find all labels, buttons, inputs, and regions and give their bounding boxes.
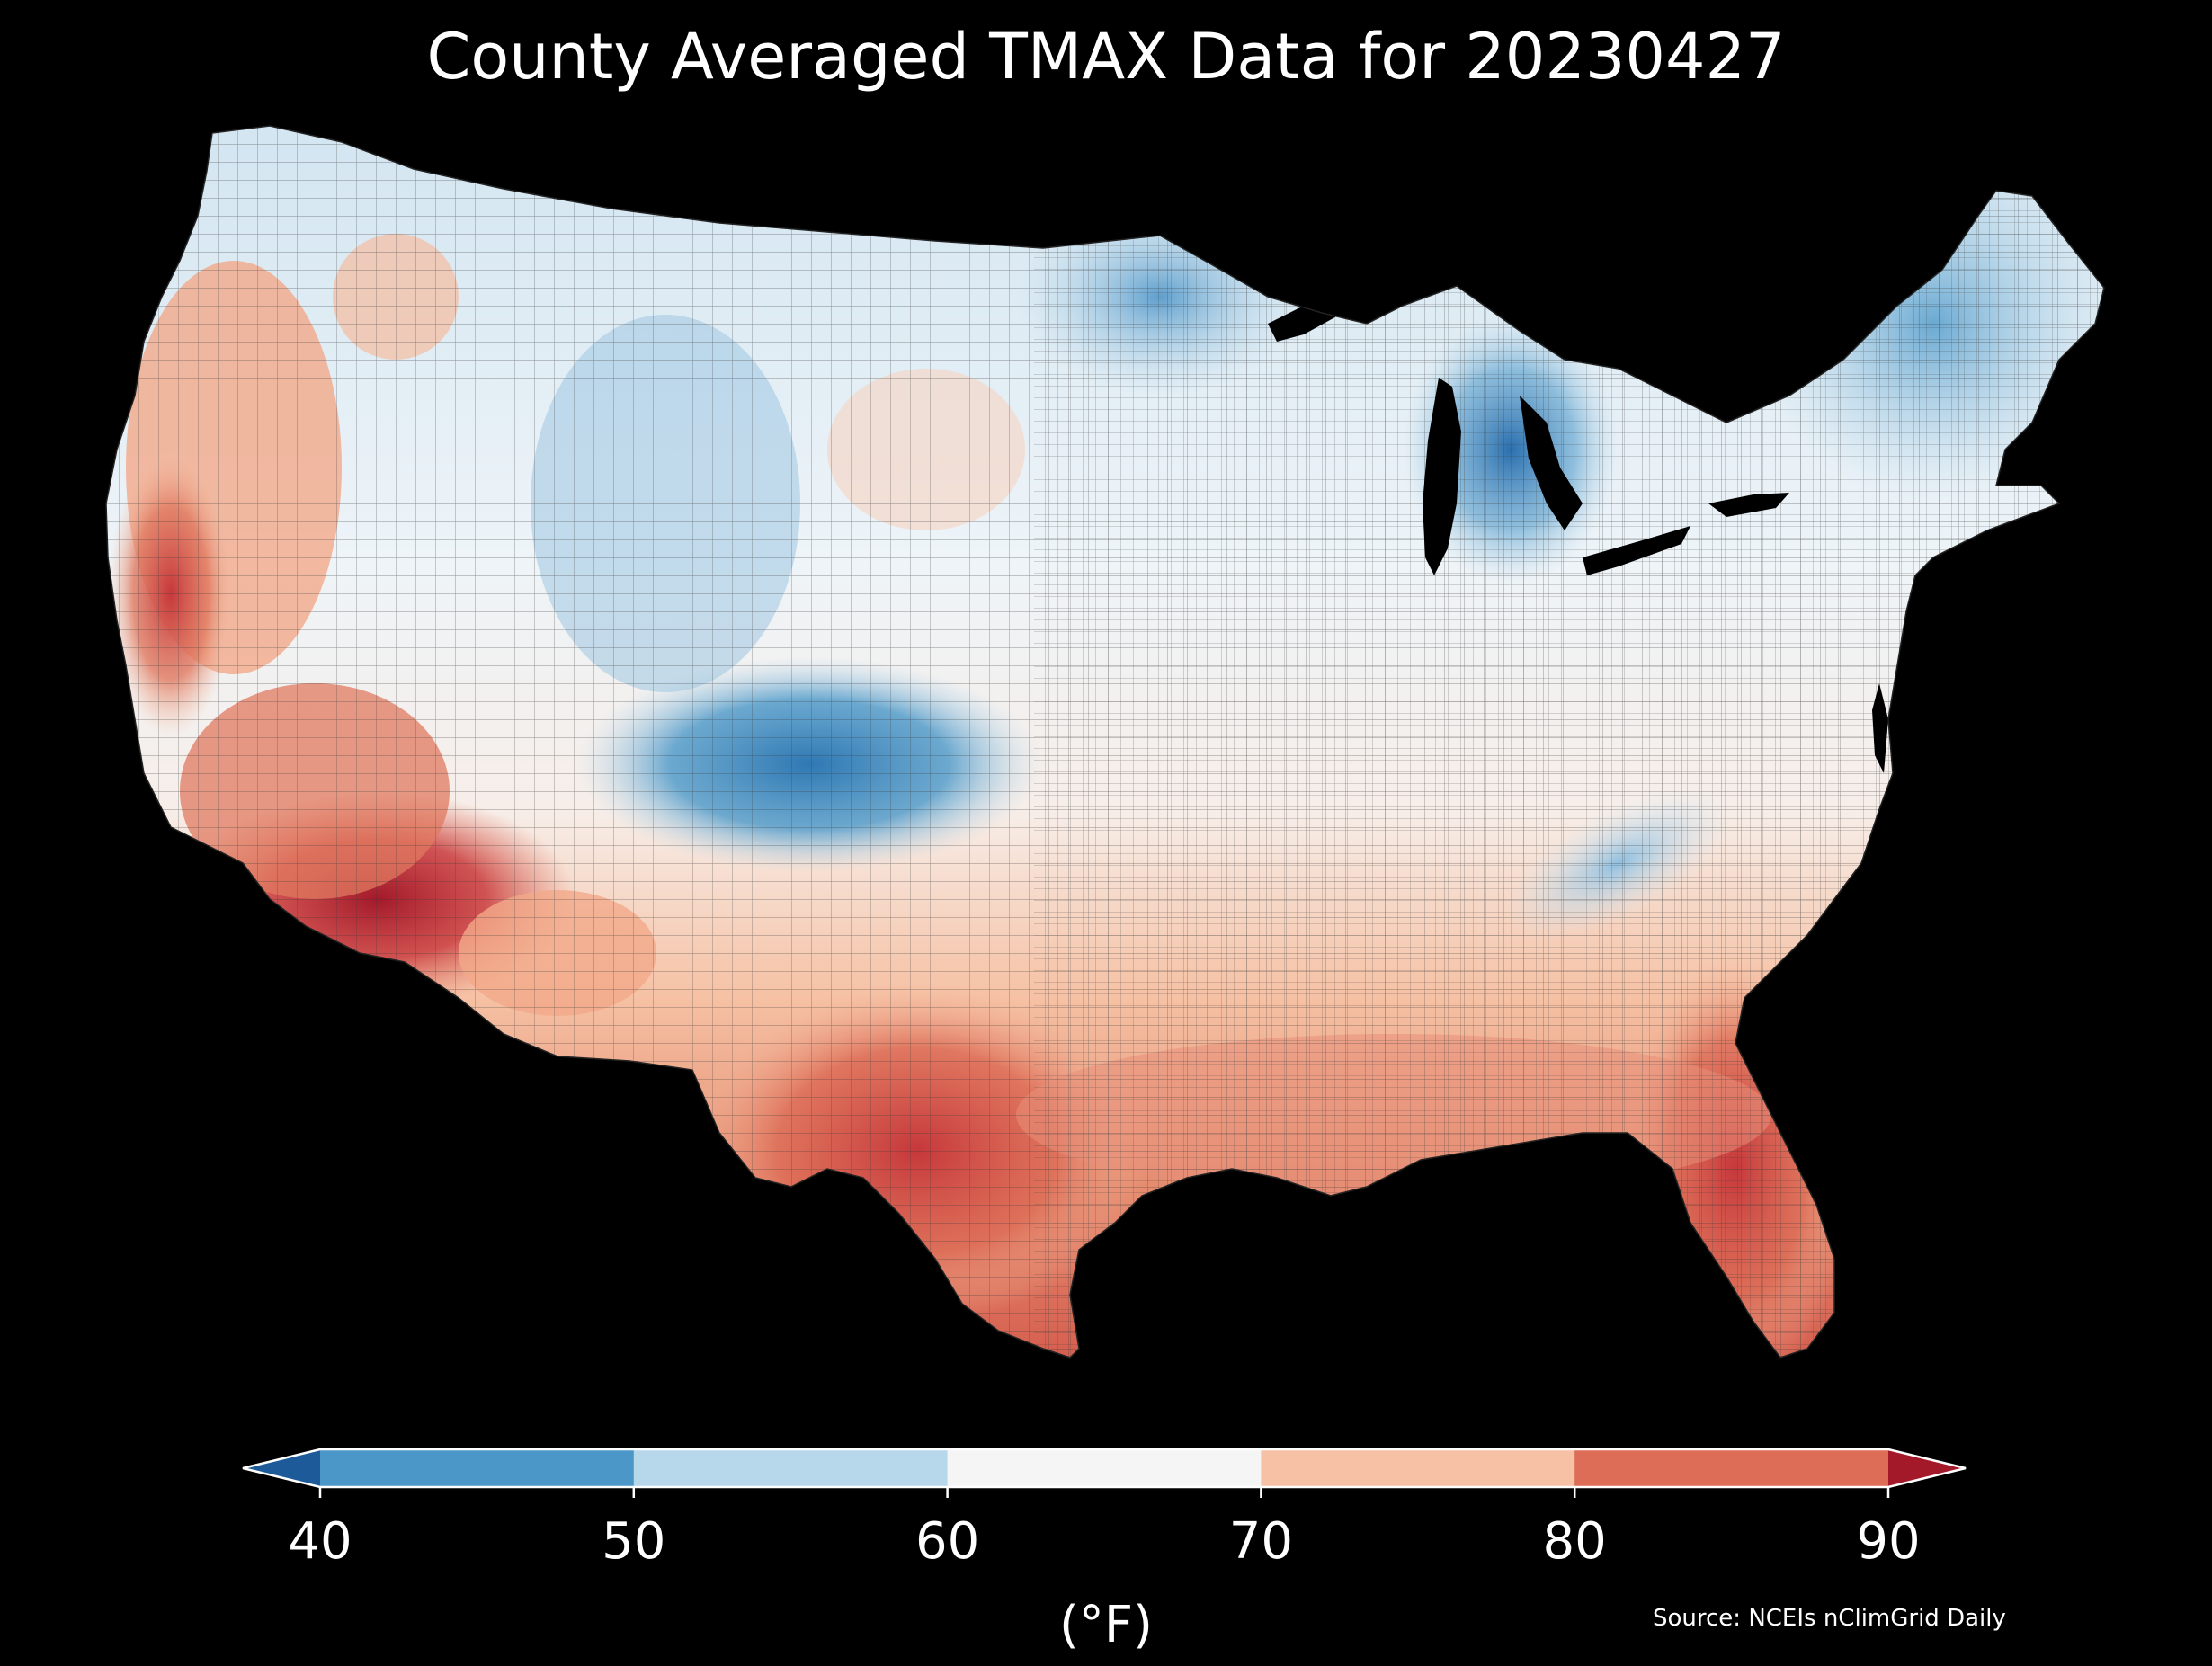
lake-superior [1268,288,1385,342]
chesapeake-bay [1872,683,1888,773]
great-lakes [1268,288,1888,773]
map-fill-group [106,126,2104,1358]
colorbar-tick-label: 90 [1856,1512,1921,1571]
source-note: Source: NCEIs nClimGrid Daily [1653,1605,2006,1632]
us-outline [105,125,2105,1359]
colorbar-tick-label: 80 [1542,1512,1607,1571]
lake-michigan [1423,378,1461,575]
colorbar-unit-label: (°F) [1059,1596,1153,1654]
colorbar-tick-label: 50 [602,1512,666,1571]
colorbar-tick-label: 60 [914,1512,980,1571]
colorbar-tick-label: 40 [288,1512,352,1571]
colorbar-tick-label: 70 [1228,1512,1294,1571]
lake-ontario [1708,493,1789,517]
lake-erie [1583,526,1690,575]
county-borders-east [1034,126,2104,1358]
lake-huron [1520,396,1583,530]
map-title: County Averaged TMAX Data for 20230427 [426,20,1786,94]
